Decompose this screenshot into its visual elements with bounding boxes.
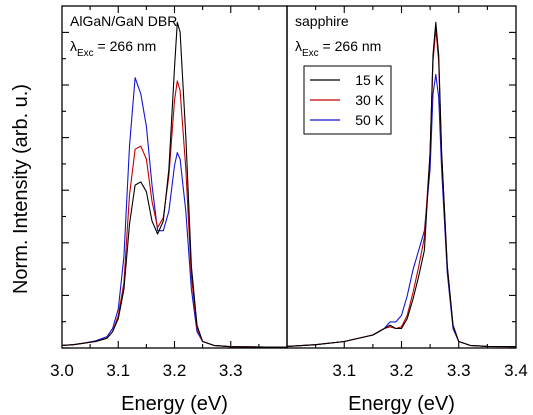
- panel-title-right: sapphire: [295, 13, 349, 29]
- legend: 15 K 30 K 50 K: [303, 65, 392, 135]
- left-panel: 3.0 3.1 3.2 3.3 Energy (eV) AlGaN/GaN DBR λExc…: [50, 5, 288, 415]
- x-tick-label-right: 3.3: [447, 361, 471, 380]
- y-axis-label: Norm. Intensity (arb. u.): [10, 84, 32, 294]
- x-tick-label-right: 3.2: [390, 361, 414, 380]
- x-tick-label-left: 3.0: [50, 361, 74, 380]
- legend-label: 30 K: [355, 92, 384, 108]
- excitation-label-right: λExc = 266 nm: [295, 38, 381, 59]
- plot-frame-right: [286, 5, 517, 349]
- right-panel: 3.1 3.2 3.3 3.4 Energy (eV) sapphire λExc = 26…: [286, 5, 528, 415]
- series-line-left-2: [61, 77, 288, 348]
- series-line-left-1: [61, 80, 288, 348]
- series-line-right-0: [286, 21, 517, 348]
- series-line-left-0: [61, 21, 288, 348]
- x-tick-label-left: 3.3: [219, 361, 243, 380]
- x-tick-label-left: 3.1: [106, 361, 130, 380]
- legend-label: 15 K: [355, 72, 384, 88]
- panel-title-left: AlGaN/GaN DBR: [70, 13, 177, 29]
- x-tick-label-right: 3.1: [332, 361, 356, 380]
- plot-frame-left: [61, 5, 288, 349]
- legend-label: 50 K: [355, 112, 384, 128]
- x-axis-label-left: Energy (eV): [121, 393, 228, 415]
- excitation-label-left: λExc = 266 nm: [70, 38, 156, 59]
- x-tick-label-right: 3.4: [504, 361, 528, 380]
- x-tick-label-left: 3.2: [163, 361, 187, 380]
- x-axis-label-right: Energy (eV): [348, 393, 455, 415]
